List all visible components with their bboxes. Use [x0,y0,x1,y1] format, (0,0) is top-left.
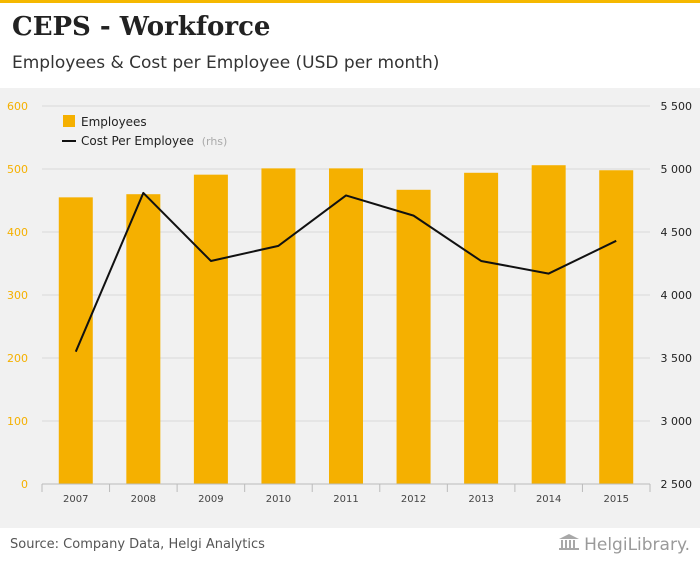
left-axis-tick-label: 200 [7,352,28,365]
legend: Employees Cost Per Employee (rhs) [62,115,227,148]
top-accent-rule [0,0,700,3]
x-axis-tick-label: 2007 [63,494,88,505]
x-axis-tick-label: 2008 [131,494,156,505]
employees-bars [58,165,634,485]
left-axis-tick-label: 300 [7,289,28,302]
left-axis-tick-label: 100 [7,415,28,428]
bar-employees-2008 [126,194,161,484]
x-axis-tick-label: 2010 [266,494,291,505]
legend-label-cost-name: Cost Per Employee [81,134,194,148]
x-axis-tick-label: 2009 [198,494,223,505]
left-axis-tick-label: 400 [7,226,28,239]
x-axis-ticks: 2007 2008 2009 2010 2011 2012 2013 2014 2015 [41,483,651,505]
left-axis-ticks: 0 100 200 300 400 500 600 [7,100,28,491]
right-axis-tick-label: 5 000 [661,163,693,176]
helgi-library-logo: HelgiLibrary. [558,533,690,556]
bar-employees-2009 [193,174,228,485]
legend-swatch-employees [63,115,75,127]
legend-label-cost: Cost Per Employee (rhs) [81,134,227,148]
legend-label-employees: Employees [81,115,147,129]
right-axis-tick-label: 2 500 [661,478,693,491]
left-axis-tick-label: 0 [21,478,28,491]
x-axis-tick-label: 2015 [603,494,628,505]
cost-line [74,191,617,353]
right-axis-tick-label: 3 000 [661,415,693,428]
logo-text: HelgiLibrary. [584,534,690,555]
bar-employees-2013 [464,172,499,484]
bar-employees-2010 [261,168,296,484]
page-subtitle: Employees & Cost per Employee (USD per m… [12,53,440,73]
x-axis-tick-label: 2011 [333,494,358,505]
bar-employees-2007 [58,197,93,484]
left-axis-tick-label: 500 [7,163,28,176]
right-axis-tick-label: 4 500 [661,226,693,239]
x-axis-tick-label: 2014 [536,494,561,505]
right-axis-tick-label: 3 500 [661,352,693,365]
bar-employees-2011 [329,168,363,484]
legend-label-cost-rhs: (rhs) [202,135,228,148]
x-axis-tick-label: 2012 [401,494,426,505]
bar-employees-2014 [531,165,566,484]
x-axis-tick-label: 2013 [468,494,493,505]
left-axis-tick-label: 600 [7,100,28,113]
page-title: CEPS - Workforce [12,12,271,42]
source-note: Source: Company Data, Helgi Analytics [10,537,265,552]
bar-employees-2012 [396,189,431,485]
right-axis-tick-label: 5 500 [661,100,693,113]
library-building-icon [558,533,580,556]
right-axis-ticks: 2 500 3 000 3 500 4 000 4 500 5 000 5 500 [661,100,693,491]
bar-employees-2015 [599,170,634,484]
right-axis-tick-label: 4 000 [661,289,693,302]
